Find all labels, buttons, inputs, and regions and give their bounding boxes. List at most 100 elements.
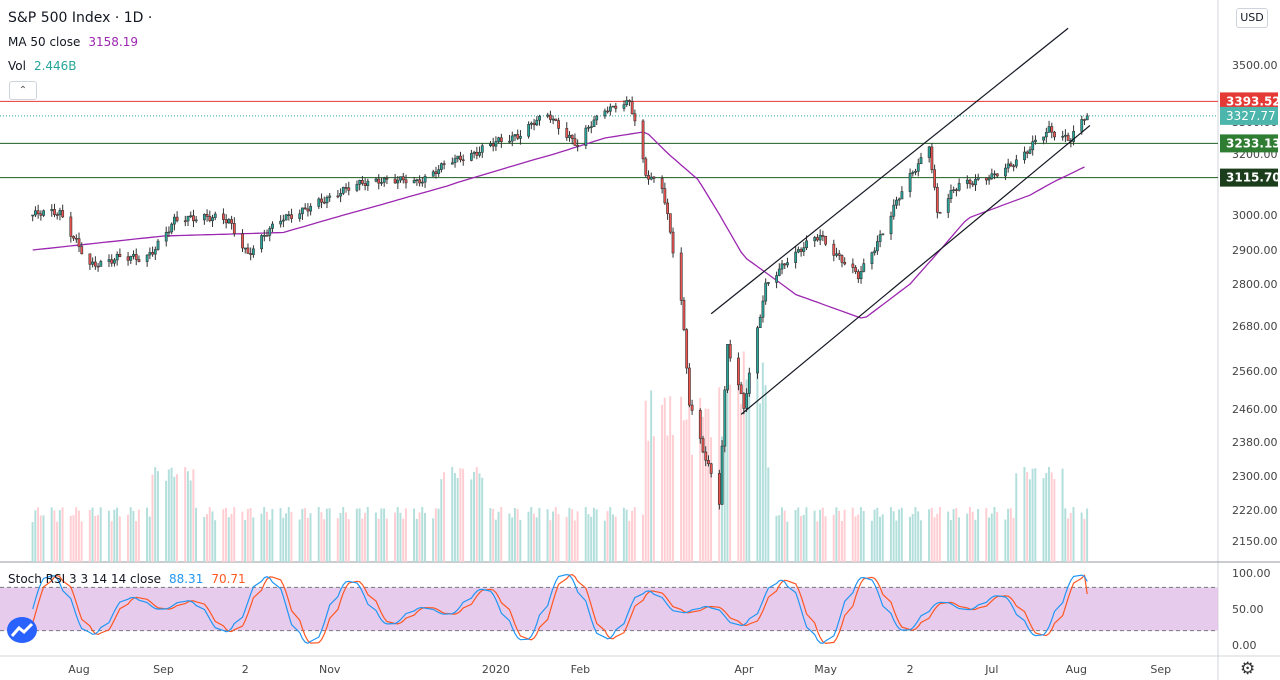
candle-body <box>243 247 247 250</box>
volume-bar <box>1026 472 1029 562</box>
symbol-legend: S&P 500 Index · 1D · <box>8 10 152 26</box>
candle-body <box>1044 132 1048 138</box>
volume-bar <box>342 507 345 562</box>
candle-body <box>301 207 304 215</box>
candle-body <box>478 152 481 156</box>
candle-body <box>584 127 588 146</box>
candle-body <box>568 134 571 138</box>
volume-bar <box>1064 508 1067 562</box>
price-tick-label: 2220.00 <box>1232 504 1278 517</box>
volume-bar <box>1069 512 1072 562</box>
candle-body <box>546 114 550 117</box>
volume-bar <box>592 507 595 562</box>
volume-bar <box>797 507 800 562</box>
candle-body <box>859 271 863 280</box>
candle-body <box>802 247 806 252</box>
currency-button[interactable]: USD <box>1236 8 1268 28</box>
volume-bar <box>279 508 282 562</box>
candle-body <box>535 119 539 126</box>
candle-body <box>764 282 768 302</box>
candle-body <box>775 275 778 283</box>
volume-bar <box>917 511 920 562</box>
volume-bar <box>126 514 129 562</box>
gear-icon[interactable]: ⚙ <box>1240 659 1256 679</box>
volume-bar <box>895 520 898 562</box>
candle-body <box>186 215 190 222</box>
candle-body <box>281 219 285 222</box>
volume-bar <box>661 404 664 562</box>
volume-bar <box>862 511 865 562</box>
volume-bar <box>1028 479 1031 562</box>
volume-bar <box>205 514 208 562</box>
moving-average-line <box>32 131 1085 319</box>
candle-body <box>290 214 293 219</box>
time-tick-label: Sep <box>1150 663 1171 676</box>
time-tick-label: Nov <box>319 663 341 676</box>
volume-bar <box>94 516 97 562</box>
volume-bar <box>432 518 435 562</box>
candle-body <box>1006 163 1010 169</box>
candle-body <box>470 153 473 161</box>
volume-bar <box>421 507 424 562</box>
volume-bar <box>1053 479 1056 562</box>
volume-bar <box>301 508 304 562</box>
volume-bar <box>900 507 903 562</box>
candle-body <box>1009 163 1013 167</box>
candle-body <box>955 189 958 191</box>
candle-body <box>527 124 531 137</box>
volume-bar <box>955 507 958 562</box>
candle-body <box>1042 136 1046 141</box>
volume-bar <box>459 468 462 562</box>
candle-body <box>780 263 784 270</box>
volume-bar <box>691 454 693 562</box>
candle-body <box>606 110 610 113</box>
volume-bar <box>952 509 955 562</box>
candle-body <box>58 210 62 216</box>
candle-body <box>1014 159 1018 167</box>
level-label: 3393.52 <box>1226 94 1280 108</box>
collapse-legend-button[interactable]: ⌃ <box>9 81 37 100</box>
volume-bar <box>898 509 901 562</box>
candle-body <box>306 208 310 212</box>
volume-bar <box>985 508 988 562</box>
volume-bar <box>968 507 971 562</box>
volume-bar <box>317 507 320 562</box>
candle-body <box>633 113 637 122</box>
candle-body <box>873 250 877 254</box>
volume-bar <box>241 511 244 562</box>
candle-body <box>816 237 819 241</box>
candle-body <box>946 198 950 213</box>
volume-bar <box>383 508 386 562</box>
candle-body <box>854 267 857 272</box>
volume-bar <box>1047 467 1050 562</box>
volume-bar <box>669 396 672 562</box>
price-tick-label: 2560.00 <box>1232 365 1278 378</box>
candle-body <box>211 217 214 222</box>
candle-body <box>644 158 648 176</box>
tradingview-logo-icon[interactable] <box>7 617 37 643</box>
candle-body <box>1064 134 1067 137</box>
candle-body <box>685 329 689 369</box>
candle-body <box>900 191 904 200</box>
volume-bar <box>644 400 647 562</box>
candle-body <box>1023 151 1026 161</box>
vol-legend: Vol 2.446B <box>8 59 77 73</box>
candle-body <box>115 253 119 261</box>
candle-body <box>799 249 803 252</box>
price-tick-label: 2300.00 <box>1232 470 1278 483</box>
candle-body <box>453 158 457 164</box>
volume-bar <box>385 518 388 562</box>
volume-bar <box>854 516 857 562</box>
volume-bar <box>584 507 587 562</box>
volume-bar <box>328 508 331 562</box>
volume-bar <box>622 507 625 562</box>
price-tick-label: 2460.00 <box>1232 403 1278 416</box>
volume-bar <box>489 508 492 562</box>
candle-body <box>835 253 838 256</box>
volume-bar <box>590 516 593 562</box>
candle-body <box>824 235 828 245</box>
volume-bar <box>394 512 396 562</box>
volume-bar <box>88 509 91 562</box>
candle-body <box>1034 139 1037 142</box>
